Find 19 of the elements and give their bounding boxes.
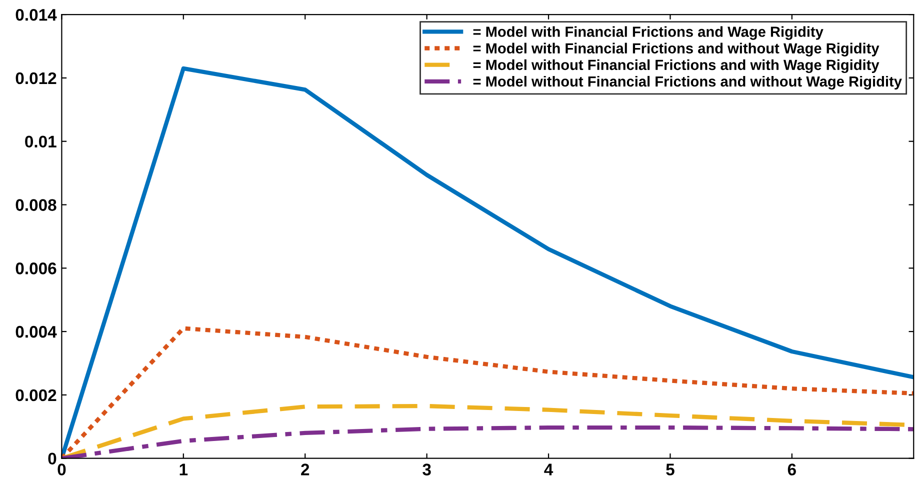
y-tick-label: 0.002 — [16, 389, 56, 402]
y-tick-label: 0.008 — [16, 199, 56, 211]
x-tick-label: 4 — [544, 464, 554, 476]
legend-label: = Model without Financial Frictions and without Wage Rigidity — [473, 76, 902, 90]
x-tick-label: 5 — [666, 464, 674, 476]
x-tick-label: 3 — [422, 464, 431, 476]
x-tick-label: 0 — [58, 464, 66, 476]
legend-label: = Model with Financial Frictions and without Wage Rigidity — [473, 42, 880, 56]
y-tick-label: 0.014 — [16, 8, 57, 21]
y-tick-label: 0.004 — [16, 326, 57, 338]
legend-label: = Model with Financial Frictions and Wage Rigidity — [473, 26, 824, 40]
y-tick-label: 0 — [48, 452, 56, 465]
x-tick-label: 1 — [180, 464, 188, 476]
x-tick-label: 2 — [301, 464, 310, 476]
y-tick-label: 0.01 — [25, 136, 56, 148]
y-tick-label: 0.006 — [16, 262, 56, 274]
legend-label: = Model without Financial Frictions and with Wage Rigidity — [473, 59, 880, 74]
x-tick-label: 6 — [788, 464, 796, 476]
y-tick-label: 0.012 — [16, 72, 56, 84]
